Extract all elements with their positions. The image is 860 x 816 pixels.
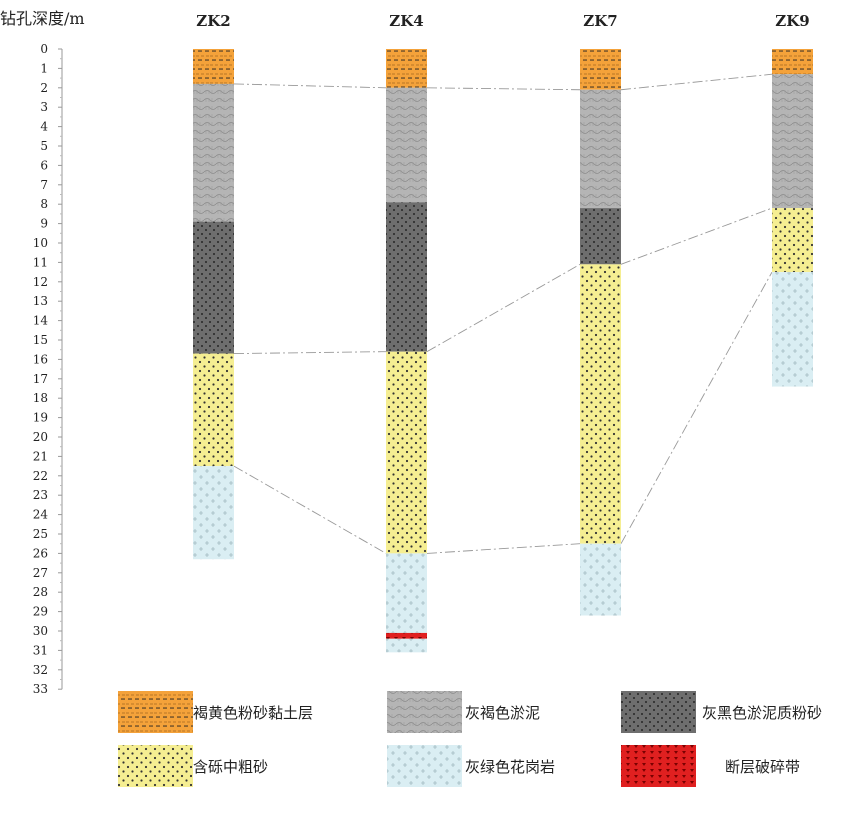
- correlation-line: [426, 543, 581, 554]
- borehole-zk4: ZK4: [386, 12, 427, 653]
- layer-silty-clay: [580, 49, 621, 90]
- tick-label: 11: [33, 255, 48, 269]
- legend-swatch: [621, 691, 696, 733]
- tick-label: 33: [33, 682, 48, 696]
- correlation-lines: [233, 73, 773, 554]
- layer-gravel-sand: [193, 353, 234, 467]
- legend-swatch: [387, 691, 462, 733]
- legend-swatch: [387, 745, 462, 787]
- legend-label: 灰绿色花岗岩: [465, 758, 555, 776]
- tick-label: 0: [40, 42, 48, 56]
- depth-axis: 钻孔深度/m0123456789101112131415161718192021…: [0, 9, 85, 696]
- borehole-zk9: ZK9: [772, 12, 813, 387]
- layer-silty-mud: [193, 221, 234, 354]
- tick-label: 6: [40, 158, 48, 172]
- legend-label: 灰褐色淤泥: [465, 704, 540, 722]
- borehole-zk7: ZK7: [580, 12, 621, 616]
- layer-granite: [386, 553, 427, 633]
- tick-label: 22: [33, 469, 48, 483]
- tick-label: 9: [40, 217, 48, 231]
- legend-label: 断层破碎带: [725, 758, 800, 776]
- tick-label: 10: [33, 236, 48, 250]
- tick-label: 28: [33, 585, 48, 599]
- tick-label: 30: [33, 624, 48, 638]
- correlation-line: [620, 73, 773, 91]
- borehole-label: ZK9: [775, 12, 809, 30]
- tick-label: 2: [40, 81, 48, 95]
- layer-silty-mud: [580, 208, 621, 265]
- layer-silty-clay: [386, 49, 427, 88]
- tick-label: 12: [33, 275, 48, 289]
- correlation-line: [233, 83, 387, 89]
- borehole-columns: ZK2 ZK4 ZK7 ZK9: [193, 12, 813, 653]
- borehole-zk2: ZK2: [193, 12, 234, 560]
- legend-item-mud: 灰褐色淤泥: [387, 691, 540, 733]
- tick-label: 8: [40, 197, 48, 211]
- legend-swatch: [118, 691, 193, 733]
- tick-label: 31: [33, 643, 48, 657]
- legend-label: 含砾中粗砂: [193, 758, 268, 776]
- tick-label: 18: [33, 391, 48, 405]
- correlation-line: [620, 207, 773, 265]
- layer-gravel-sand: [580, 264, 621, 544]
- layer-granite: [386, 638, 427, 653]
- layer-silty-clay: [772, 49, 813, 75]
- tick-label: 20: [33, 430, 48, 444]
- legend-item-fault: 断层破碎带: [621, 745, 800, 787]
- layer-mud: [386, 87, 427, 203]
- tick-label: 16: [33, 352, 48, 366]
- tick-label: 13: [33, 294, 48, 308]
- layer-mud: [772, 74, 813, 209]
- tick-label: 23: [33, 488, 48, 502]
- legend-item-granite: 灰绿色花岗岩: [387, 745, 555, 787]
- legend-swatch: [621, 745, 696, 787]
- tick-label: 4: [40, 120, 48, 134]
- tick-label: 19: [33, 411, 48, 425]
- tick-label: 3: [40, 100, 48, 114]
- layer-gravel-sand: [386, 351, 427, 554]
- legend-label: 褐黄色粉砂黏土层: [193, 704, 313, 722]
- tick-label: 26: [33, 546, 48, 560]
- axis-title: 钻孔深度/m: [0, 9, 85, 28]
- correlation-line: [426, 87, 581, 91]
- tick-label: 15: [33, 333, 48, 347]
- layer-granite: [193, 466, 234, 560]
- tick-label: 17: [33, 372, 48, 386]
- correlation-line: [233, 465, 387, 554]
- tick-label: 29: [33, 605, 48, 619]
- correlation-line: [620, 271, 773, 544]
- correlation-line: [233, 351, 387, 355]
- correlation-line: [426, 263, 581, 353]
- legend-item-silty-clay: 褐黄色粉砂黏土层: [118, 691, 313, 733]
- tick-label: 24: [33, 508, 49, 522]
- legend-item-gravel-sand: 含砾中粗砂: [118, 745, 268, 787]
- tick-label: 1: [40, 61, 48, 75]
- borehole-label: ZK4: [389, 12, 423, 30]
- tick-label: 25: [33, 527, 48, 541]
- layer-granite: [580, 543, 621, 616]
- legend-label: 灰黑色淤泥质粉砂: [702, 704, 822, 722]
- layer-granite: [772, 272, 813, 387]
- layer-fault: [386, 632, 427, 639]
- tick-label: 5: [40, 139, 48, 153]
- tick-label: 32: [33, 663, 48, 677]
- layer-silty-mud: [386, 202, 427, 352]
- layer-silty-clay: [193, 49, 234, 84]
- tick-label: 27: [33, 566, 48, 580]
- borehole-label: ZK7: [583, 12, 617, 30]
- tick-label: 7: [40, 178, 48, 192]
- tick-label: 21: [33, 449, 48, 463]
- layer-mud: [193, 83, 234, 222]
- borehole-label: ZK2: [196, 12, 230, 30]
- layer-gravel-sand: [772, 208, 813, 273]
- legend-item-silty-mud: 灰黑色淤泥质粉砂: [621, 691, 822, 733]
- layer-mud: [580, 89, 621, 209]
- legend-swatch: [118, 745, 193, 787]
- tick-label: 14: [33, 314, 49, 328]
